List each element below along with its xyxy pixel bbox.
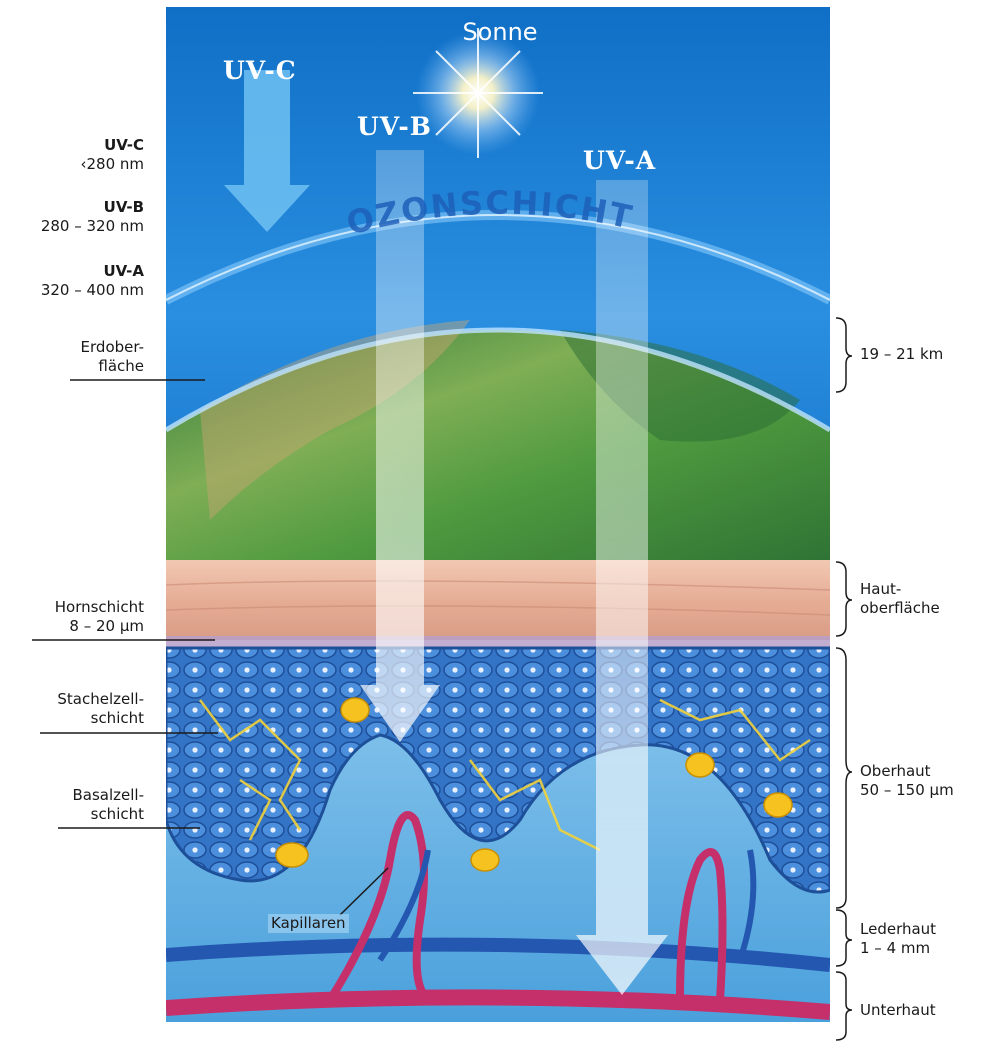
capillary-loop-right [676,848,727,1001]
subcutis-label: Unterhaut [860,1001,936,1019]
melanocytes [199,698,811,852]
atmosphere-height-label: 19 – 21 km [860,345,944,363]
capillary-loop-vein-right [737,849,757,961]
uvb-ray [360,150,440,742]
right-brackets [835,317,853,1041]
basal-layer-label: Basalzell- schicht [72,786,144,823]
uva-name: UV-A [103,262,144,280]
uva-wavelength: UV-A 320 – 400 nm [41,262,144,300]
horny-layer-label: Hornschicht 8 – 20 µm [54,598,144,635]
sun-label: Sonne [462,18,537,46]
uva-ray-label: UV-A [583,146,657,175]
earth-surface-label: Erdober- fläche [80,338,144,375]
skin-surface [166,560,830,640]
uvb-ray-label: UV-B [357,112,432,141]
artery-vessel [166,989,830,1020]
skin-surface-label: Haut- oberfläche [860,580,940,617]
capillaries-label: Kapillaren [268,914,349,933]
uvc-ray-label: UV-C [223,56,297,85]
capillary-loop-vein [377,849,431,962]
spiny-layer-label: Stachelzell- schicht [57,690,144,727]
left-pointer-lines [32,379,389,916]
vein-vessel [166,937,830,972]
uva-ray [576,180,668,995]
epidermis [166,646,830,894]
uvc-range: ‹280 nm [80,155,144,173]
uvc-name: UV-C [104,136,144,154]
uvc-ray [224,70,310,232]
uvc-wavelength: UV-C ‹280 nm [80,136,144,174]
uva-range: 320 – 400 nm [40,281,144,299]
uvb-wavelength: UV-B 280 – 320 nm [41,198,144,236]
dermis-label: Lederhaut 1 – 4 mm [860,920,937,957]
epidermis-label: Oberhaut 50 – 150 µm [860,762,954,799]
uvb-range: 280 – 320 nm [40,217,144,235]
uvb-name: UV-B [103,198,144,216]
capillary-loop-left [326,811,433,1004]
melanocyte-cells [275,697,793,872]
